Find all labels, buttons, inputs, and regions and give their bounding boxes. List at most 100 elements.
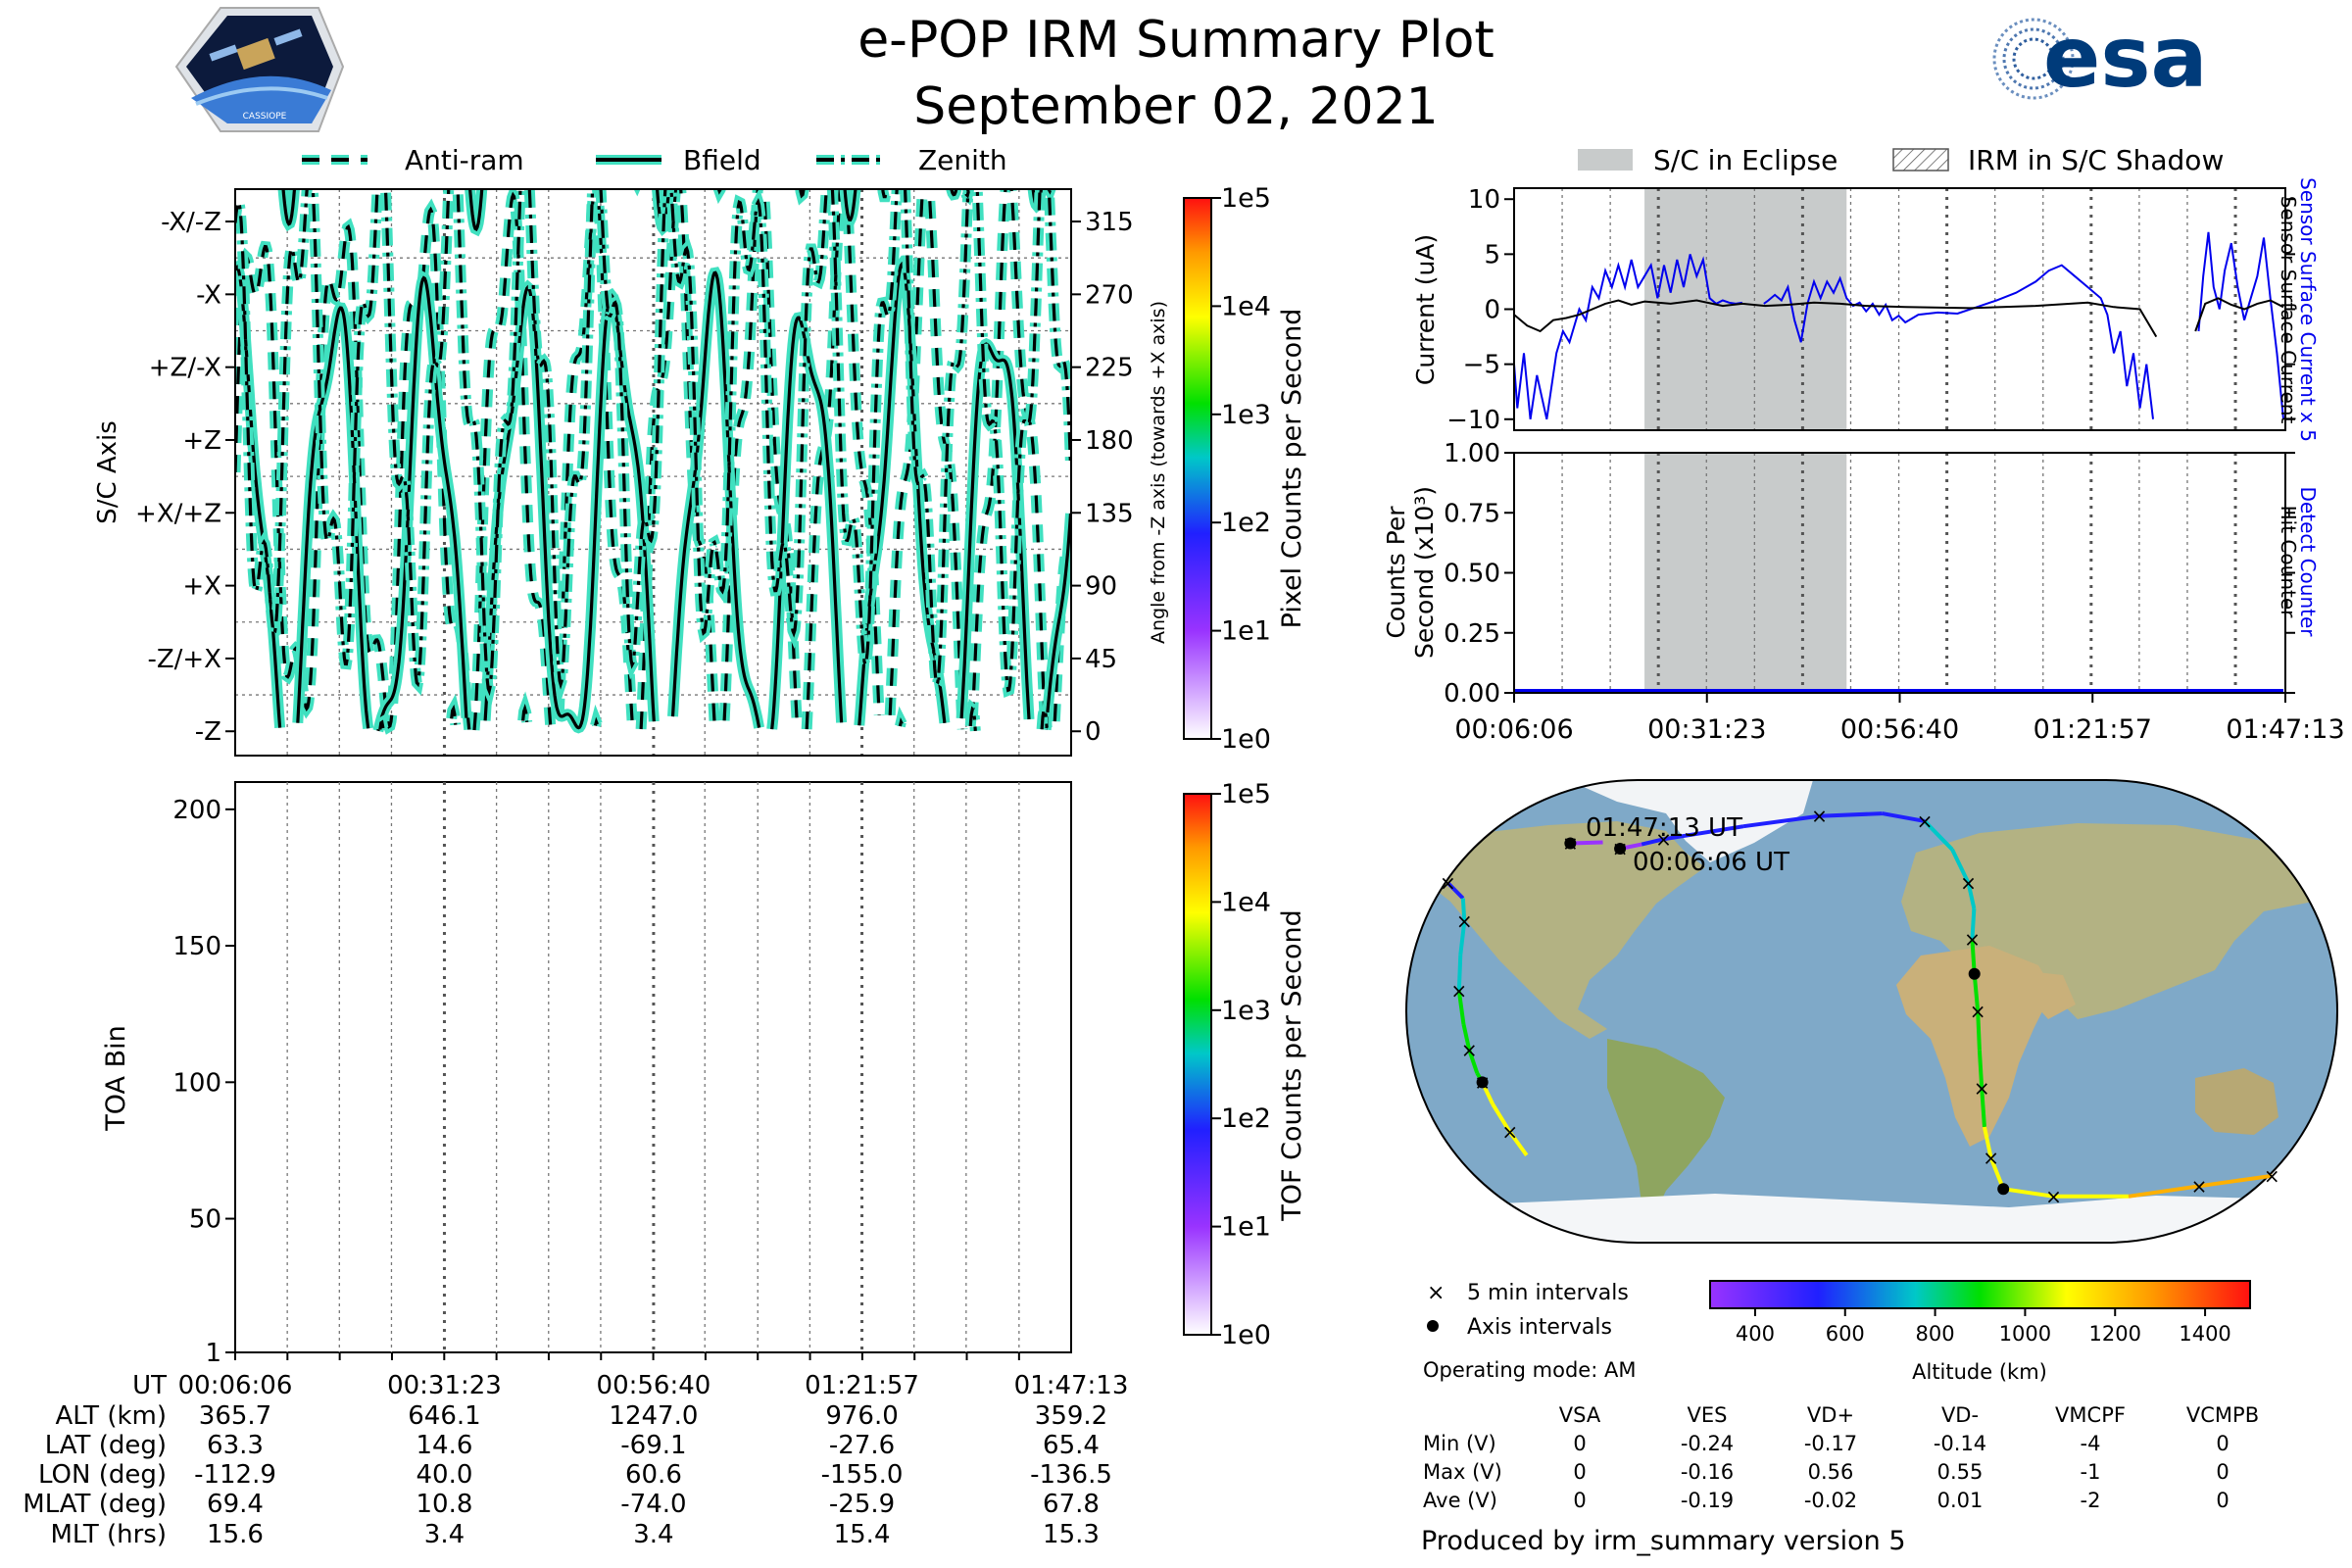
sc-axis-tick-label: +Z/-X [149, 354, 221, 383]
voltage-cell: 0.01 [1937, 1489, 1984, 1512]
orbit-segment [1460, 898, 1467, 922]
toa-tick-label: 200 [172, 796, 221, 825]
axis-panel-legend: Anti-ram Bfield Zenith [302, 144, 1007, 176]
orbit-5min-marker: × [1501, 1120, 1518, 1144]
voltage-column-header: VCMPB [2186, 1403, 2259, 1427]
current-tick-label: −10 [1446, 406, 1500, 435]
orbit-axis-marker [1997, 1183, 2010, 1196]
counts-time-label: 00:31:23 [1647, 714, 1766, 745]
map-north-america [1421, 821, 1705, 1039]
legend-shadow: IRM in S/C Shadow [1968, 144, 2224, 176]
cassiope-logo: CASSIOPE [174, 7, 345, 132]
counts-tick-label: 0.00 [1444, 679, 1500, 709]
ephemeris-cell: 67.8 [1043, 1490, 1100, 1519]
map-africa [1896, 946, 2053, 1147]
voltage-cell: -4 [2081, 1432, 2101, 1455]
current-yticks: 10 5 0 −5 −10 [1446, 185, 2295, 435]
legend-dot-marker-icon [1427, 1320, 1439, 1332]
current-tick-label: 10 [1468, 185, 1500, 215]
altitude-tick-label: 1200 [2089, 1322, 2141, 1346]
counts-time-label: 00:06:06 [1454, 714, 1573, 745]
voltage-row-label: Max (V) [1423, 1460, 1502, 1484]
current-tick-label: −5 [1463, 351, 1500, 380]
orbit-segment [1467, 1049, 1480, 1074]
voltage-cell: -0.16 [1681, 1460, 1734, 1484]
sc-axis-angle-label: 90 [1085, 572, 1117, 602]
ephemeris-cell: 3.4 [633, 1520, 673, 1549]
orbit-5min-marker: × [2191, 1174, 2208, 1198]
toa-ylabel: TOA Bin [101, 1025, 131, 1131]
voltage-cell: 0 [1573, 1489, 1586, 1512]
counts-time-label: 01:21:57 [2034, 714, 2152, 745]
orbit-5min-marker: × [1983, 1146, 1999, 1169]
sensor-current-x5-line [2197, 231, 2284, 419]
page-title: e-POP IRM Summary Plot [858, 11, 1494, 70]
counts-yticks: 1.00 0.75 0.50 0.25 0.00 [1444, 439, 2295, 709]
orbit-axis-marker [1614, 843, 1627, 856]
orbit-segment [1508, 1131, 1529, 1157]
orbit-map: ××××××××××××××××××× 01:47:13 UT 00:06:06… [1405, 779, 2338, 1244]
orbit-5min-marker: × [1440, 871, 1456, 895]
orbit-segment [2198, 1179, 2236, 1189]
voltage-column-header: VSA [1559, 1403, 1601, 1427]
orbit-segment [1980, 1088, 1986, 1128]
legend-bfield: Bfield [683, 144, 761, 176]
orbit-5min-marker: × [1811, 805, 1828, 828]
legend-x-marker-icon: × [1427, 1281, 1445, 1305]
sc-axis-tick-label: +X/+Z [135, 499, 221, 528]
counts-tick-label: 0.50 [1444, 560, 1500, 589]
altitude-tick-label: 1000 [1999, 1322, 2051, 1346]
voltage-column-header: VMCPF [2055, 1403, 2126, 1427]
altitude-tick-label: 800 [1916, 1322, 1955, 1346]
sc-axis-right-label: Angle from -Z axis (towards +X axis) [1148, 301, 1169, 644]
orbit-segment [1641, 837, 1664, 847]
altitude-tick-label: 600 [1826, 1322, 1865, 1346]
map-antarctica [1406, 1194, 2337, 1243]
colorbar-tick-label: 1e3 [1221, 400, 1271, 430]
ephemeris-cell: -74.0 [620, 1490, 686, 1519]
ephemeris-time: 00:31:23 [387, 1371, 502, 1400]
sc-axis-tick-label: +X [182, 572, 221, 602]
orbit-segment [1456, 990, 1466, 1025]
orbit-segment [1456, 955, 1463, 992]
orbit-5min-marker: × [1450, 979, 1467, 1003]
toa-grid [286, 782, 1020, 1352]
orbit-segment [1972, 973, 1981, 1012]
toa-tick-label: 100 [172, 1068, 221, 1098]
map-arabia [2019, 970, 2076, 1019]
orbit-segment [2128, 1184, 2200, 1199]
current-panel: 10 5 0 −5 −10 Current (uA) Sensor Surface Cu… [1411, 177, 2320, 442]
ephemeris-time: 00:56:40 [597, 1371, 711, 1400]
voltage-column-header: VES [1688, 1403, 1728, 1427]
orbit-5min-marker: × [1970, 1000, 1986, 1023]
anti-ram-trace [235, 189, 1071, 732]
ephemeris-cell: 15.3 [1043, 1520, 1100, 1549]
voltage-cell: -0.19 [1681, 1489, 1734, 1512]
esa-logo: esa [1992, 9, 2208, 107]
ephemeris-cell: -69.1 [620, 1431, 686, 1460]
counts-panel: 1.000.750.500.250.00 00:06:06 00:31:23 00:… [1382, 439, 2345, 745]
voltage-cell: 0 [2216, 1489, 2229, 1512]
orbit-axis-marker [1564, 837, 1577, 850]
current-eclipse-band [1644, 188, 1847, 430]
sc-axis-angle-label: 0 [1085, 717, 1102, 747]
voltage-cell: -0.14 [1934, 1432, 1986, 1455]
sc-axis-angle-label: 135 [1085, 499, 1134, 528]
sc-axis-angle-label: 45 [1085, 645, 1117, 674]
voltage-cell: 0.56 [1808, 1460, 1854, 1484]
voltage-cell: -1 [2081, 1460, 2101, 1484]
ephemeris-header: MLT (hrs) [51, 1520, 168, 1549]
toa-tick-label: 150 [172, 932, 221, 961]
zenith-trace [235, 189, 1071, 732]
footer-text: Produced by irm_summary version 5 [1421, 1526, 1906, 1556]
counts-tick-label: 0.75 [1444, 499, 1500, 528]
altitude-tick-label: 1400 [2179, 1322, 2230, 1346]
orbit-segment [1819, 811, 1883, 818]
ephemeris-cell: 63.3 [207, 1431, 264, 1460]
voltage-column-header: VD- [1941, 1403, 1979, 1427]
counts-ylabel-line1: Counts Per [1382, 506, 1410, 639]
sc-axis-tick-label: +Z [182, 426, 221, 456]
ephemeris-cell: -136.5 [1030, 1460, 1112, 1490]
orbit-segment [1977, 1050, 1984, 1089]
